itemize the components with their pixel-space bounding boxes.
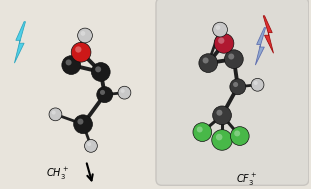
Circle shape (85, 139, 97, 152)
Circle shape (197, 126, 203, 132)
Circle shape (74, 115, 92, 134)
Circle shape (49, 108, 62, 121)
Circle shape (95, 66, 101, 72)
Circle shape (78, 28, 92, 43)
Circle shape (225, 50, 243, 68)
Text: $CF_3^+$: $CF_3^+$ (236, 172, 257, 188)
Circle shape (216, 134, 222, 140)
Polygon shape (263, 16, 273, 53)
Circle shape (100, 90, 105, 95)
Circle shape (213, 106, 231, 125)
Circle shape (87, 142, 91, 146)
Circle shape (216, 110, 222, 116)
Circle shape (230, 79, 246, 95)
Circle shape (75, 46, 81, 53)
Circle shape (216, 25, 220, 30)
Circle shape (97, 87, 113, 103)
Circle shape (234, 130, 240, 136)
Circle shape (233, 82, 238, 87)
Text: $CH_3^+$: $CH_3^+$ (46, 166, 69, 182)
FancyBboxPatch shape (156, 0, 309, 185)
Circle shape (121, 89, 125, 93)
Circle shape (77, 119, 83, 125)
Circle shape (193, 123, 212, 141)
Circle shape (230, 127, 249, 145)
Circle shape (213, 22, 227, 37)
Circle shape (251, 78, 264, 91)
Circle shape (71, 42, 91, 62)
Circle shape (212, 130, 232, 150)
Circle shape (52, 111, 56, 115)
Circle shape (199, 54, 218, 72)
Circle shape (66, 60, 72, 65)
Circle shape (118, 86, 131, 99)
Polygon shape (255, 28, 266, 65)
Polygon shape (14, 22, 26, 63)
Circle shape (62, 56, 81, 74)
Circle shape (218, 37, 225, 44)
Circle shape (81, 31, 85, 36)
Circle shape (214, 33, 234, 53)
Circle shape (91, 63, 110, 81)
Circle shape (228, 53, 234, 60)
Circle shape (203, 57, 209, 64)
Circle shape (254, 81, 258, 85)
